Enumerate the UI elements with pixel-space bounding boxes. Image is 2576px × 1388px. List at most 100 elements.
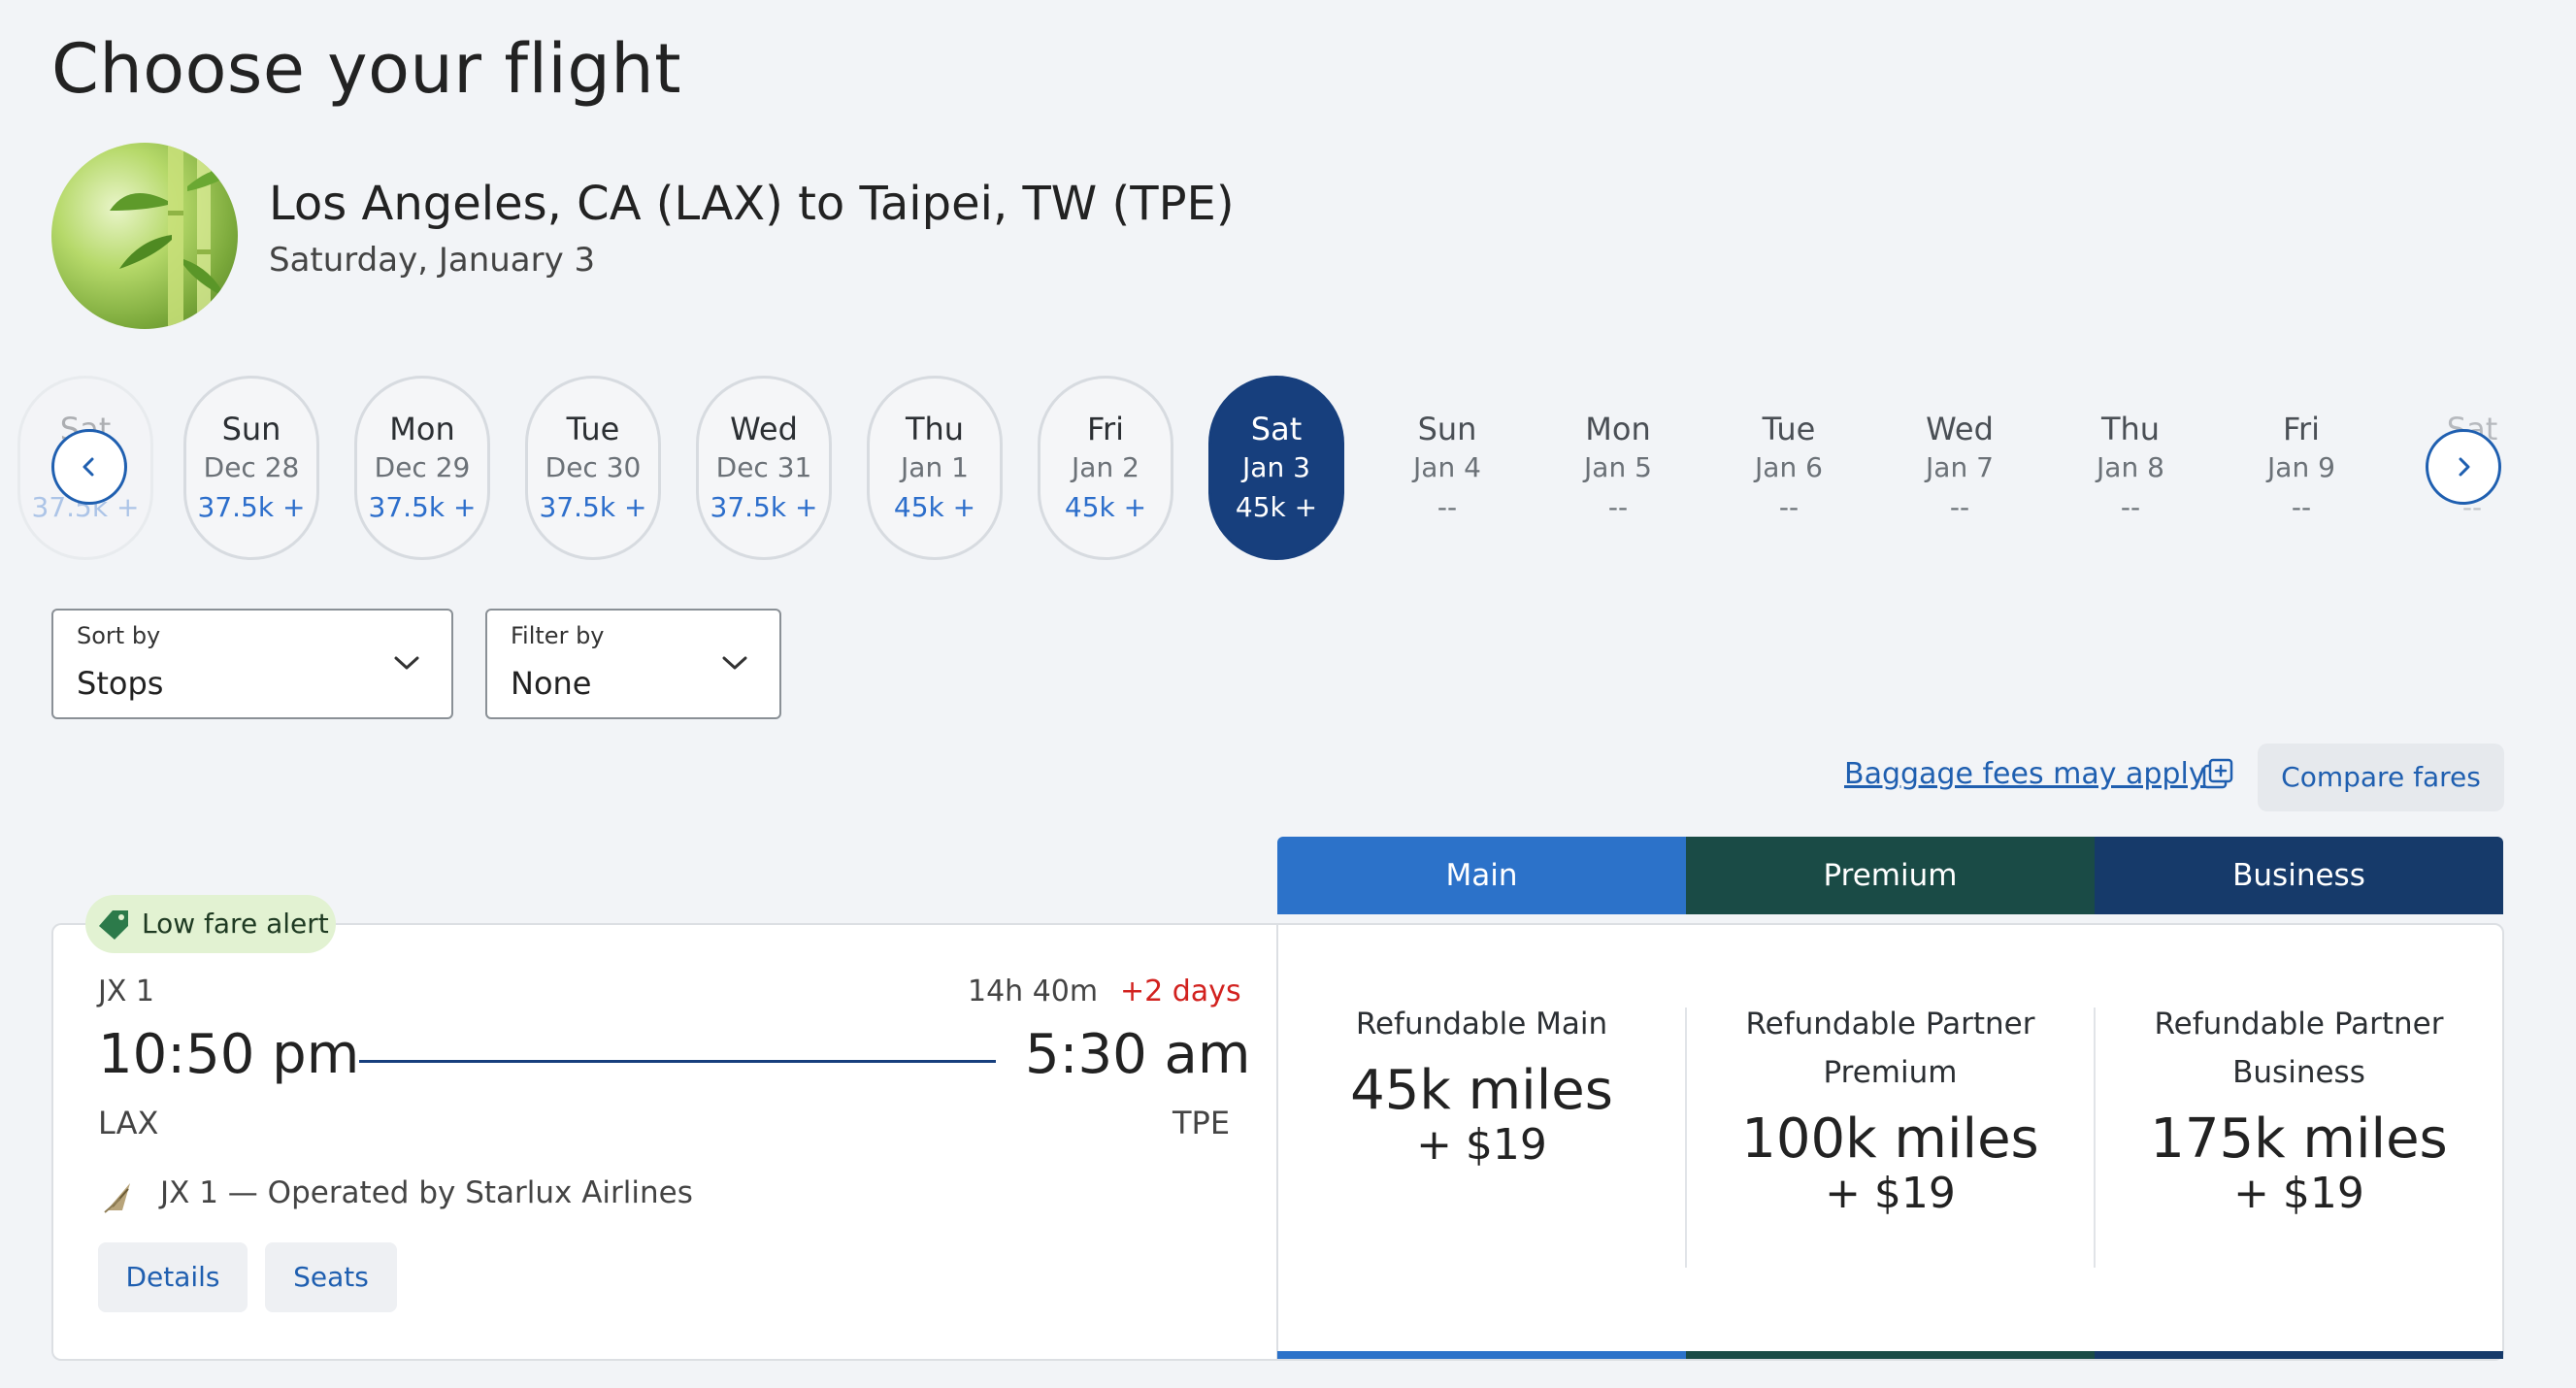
date-pill-jan-5[interactable]: Mon Jan 5 -- — [1550, 376, 1686, 560]
bamboo-image — [110, 143, 236, 329]
fare-name: Refundable Main — [1355, 1007, 1608, 1041]
fare-name-line2: Business — [2232, 1055, 2365, 1090]
date-pill-date: Jan 9 — [2267, 451, 2335, 483]
date-pill-price: -- — [1437, 491, 1458, 523]
operated-by: JX 1 — Operated by Starlux Airlines — [160, 1175, 693, 1210]
flight-number: JX 1 — [98, 975, 155, 1008]
chevron-left-icon — [83, 457, 94, 477]
date-pill-dow: Sun — [1417, 411, 1477, 447]
day-offset: +2 days — [1120, 975, 1241, 1008]
fare-name: Refundable Partner — [1745, 1007, 2035, 1041]
compare-fares-button[interactable]: Compare fares — [2258, 744, 2504, 811]
date-pill-date: Jan 5 — [1584, 451, 1652, 483]
date-pill-date: Dec 30 — [545, 451, 642, 483]
sort-by-value: Stops — [77, 665, 164, 702]
date-pill-dow: Fri — [1086, 411, 1125, 447]
arrival-airport: TPE — [1172, 1105, 1231, 1141]
date-pill-jan-1[interactable]: Thu Jan 1 45k + — [867, 376, 1003, 560]
fare-option-business[interactable]: Refundable Partner Business 175k miles +… — [2095, 1000, 2503, 1219]
date-pill-dec-30[interactable]: Tue Dec 30 37.5k + — [525, 376, 661, 560]
departure-time: 10:50 pm — [98, 1023, 360, 1086]
date-pill-date: Jan 7 — [1926, 451, 1994, 483]
chevron-down-icon — [394, 656, 419, 670]
external-link-icon[interactable] — [2201, 757, 2234, 794]
date-pill-dow: Wed — [730, 411, 798, 447]
tag-icon — [95, 907, 132, 947]
fare-tab-main[interactable]: Main — [1277, 837, 1686, 914]
date-pill-price: 37.5k + — [710, 491, 818, 523]
date-pill-date: Dec 28 — [203, 451, 300, 483]
fare-tax: + $19 — [1825, 1169, 1956, 1218]
date-pill-dow: Fri — [2282, 411, 2321, 447]
date-pill-dow: Sat — [1250, 411, 1303, 447]
date-pill-dow: Thu — [905, 411, 965, 447]
flight-duration: 14h 40m — [968, 975, 1099, 1008]
date-pill-dec-31[interactable]: Wed Dec 31 37.5k + — [696, 376, 832, 560]
date-pill-jan-6[interactable]: Tue Jan 6 -- — [1721, 376, 1857, 560]
next-dates-button[interactable] — [2426, 429, 2501, 505]
date-pill-jan-9[interactable]: Fri Jan 9 -- — [2233, 376, 2369, 560]
date-pill-price: 37.5k + — [368, 491, 477, 523]
details-button[interactable]: Details — [98, 1242, 248, 1312]
date-pill-dow: Tue — [566, 411, 620, 447]
date-pill-date: Dec 29 — [374, 451, 471, 483]
date-pill-dec-28[interactable]: Sun Dec 28 37.5k + — [183, 376, 319, 560]
date-pill-price: -- — [2120, 491, 2141, 523]
date-pill-price: -- — [2291, 491, 2312, 523]
date-pill-price: 37.5k + — [539, 491, 647, 523]
date-pill-dow: Mon — [389, 411, 455, 447]
date-pill-date: Jan 2 — [1072, 451, 1139, 483]
fare-option-main[interactable]: Refundable Main 45k miles + $19 — [1277, 1000, 1686, 1171]
previous-dates-button[interactable] — [51, 429, 127, 505]
date-pill-price: 45k + — [1064, 491, 1147, 523]
filter-by-select[interactable]: Filter by None — [485, 609, 781, 719]
date-pill-dow: Sun — [221, 411, 281, 447]
fare-option-premium[interactable]: Refundable Partner Premium 100k miles + … — [1686, 1000, 2095, 1219]
date-pill-price: -- — [1949, 491, 1970, 523]
sort-by-select[interactable]: Sort by Stops — [51, 609, 453, 719]
route-date: Saturday, January 3 — [269, 241, 596, 280]
fare-miles: 45k miles — [1350, 1059, 1613, 1122]
date-pill-price: 37.5k + — [197, 491, 306, 523]
fares-card — [1276, 923, 2504, 1361]
low-fare-alert-text: Low fare alert — [142, 908, 329, 940]
sort-by-label: Sort by — [77, 622, 161, 649]
date-pill-date: Jan 8 — [2097, 451, 2164, 483]
fare-tab-premium[interactable]: Premium — [1686, 837, 2095, 914]
chevron-right-icon — [2459, 457, 2470, 477]
route-title: Los Angeles, CA (LAX) to Taipei, TW (TPE… — [269, 177, 1235, 231]
date-pill-jan-8[interactable]: Thu Jan 8 -- — [2063, 376, 2198, 560]
fare-main-bottom-bar — [1277, 1351, 1686, 1359]
date-pill-date: Jan 3 — [1242, 451, 1310, 483]
fare-tab-business[interactable]: Business — [2095, 837, 2503, 914]
date-pill-date: Jan 6 — [1755, 451, 1823, 483]
fare-name: Refundable Partner — [2154, 1007, 2444, 1041]
date-pill-dec-29[interactable]: Mon Dec 29 37.5k + — [354, 376, 490, 560]
destination-image — [51, 143, 238, 329]
seats-button[interactable]: Seats — [265, 1242, 397, 1312]
date-pill-date: Dec 31 — [715, 451, 812, 483]
departure-airport: LAX — [98, 1105, 159, 1141]
fare-premium-bottom-bar — [1686, 1351, 2095, 1359]
date-pill-jan-2[interactable]: Fri Jan 2 45k + — [1038, 376, 1173, 560]
date-pill-price: 45k + — [893, 491, 976, 523]
date-pill-jan-7[interactable]: Wed Jan 7 -- — [1892, 376, 2028, 560]
flight-card — [51, 923, 1276, 1361]
fare-divider — [2094, 1008, 2096, 1268]
flight-path-line — [359, 1060, 996, 1063]
date-pill-dow: Wed — [1926, 411, 1994, 447]
date-pill-date: Jan 1 — [901, 451, 969, 483]
fare-business-bottom-bar — [2095, 1351, 2503, 1359]
arrival-time: 5:30 am — [1025, 1023, 1251, 1086]
date-pill-jan-4[interactable]: Sun Jan 4 -- — [1379, 376, 1515, 560]
fare-divider — [1685, 1008, 1687, 1268]
date-pill-jan-3-selected[interactable]: Sat Jan 3 45k + — [1208, 376, 1344, 560]
date-pill-date: Jan 4 — [1413, 451, 1481, 483]
fare-tax: + $19 — [1416, 1120, 1547, 1170]
date-pill-price: -- — [1607, 491, 1629, 523]
date-pill-price: -- — [1778, 491, 1800, 523]
baggage-fees-link[interactable]: Baggage fees may apply — [1844, 757, 2206, 791]
chevron-down-icon — [722, 656, 747, 670]
date-pill-dow: Mon — [1585, 411, 1651, 447]
fare-miles: 100k miles — [1741, 1107, 2039, 1171]
